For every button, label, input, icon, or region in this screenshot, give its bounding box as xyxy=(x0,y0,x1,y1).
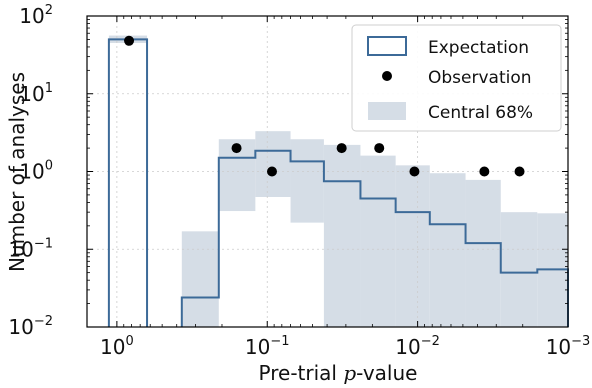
band-bin-9 xyxy=(465,179,501,327)
band-bin-5 xyxy=(323,144,361,327)
band-bin-1 xyxy=(181,231,219,327)
x-tick-label-1: 10−1 xyxy=(245,334,290,359)
tick-layer: 100 10−1 10−2 10−3 10−2 10−1 100 101 102 xyxy=(8,3,590,359)
observation-point-0 xyxy=(124,35,135,46)
y-tick-label-0: 10−2 xyxy=(8,314,53,339)
y-axis-label: Number of analyses xyxy=(5,72,29,272)
observation-point-7 xyxy=(514,166,525,177)
x-tick-label-2: 10−2 xyxy=(395,334,440,359)
x-tick-label-3: 10−3 xyxy=(546,334,591,359)
band-bin-7 xyxy=(395,165,430,327)
band-bin-4 xyxy=(290,139,324,223)
observation-point-3 xyxy=(336,143,347,154)
y-tick-label-4: 102 xyxy=(19,3,53,28)
legend-observation-label: Observation xyxy=(428,68,532,88)
band-layer xyxy=(108,35,568,327)
y-tick-label-3: 101 xyxy=(19,81,53,106)
observation-point-4 xyxy=(374,143,385,154)
legend-central68-swatch xyxy=(368,102,406,120)
y-tick-label-1: 10−1 xyxy=(8,236,53,261)
band-bin-3 xyxy=(255,131,291,197)
legend: Expectation Observation Central 68% xyxy=(351,24,562,132)
observation-point-5 xyxy=(409,166,420,177)
x-axis-label: Pre-trial p-value xyxy=(259,361,418,385)
legend-observation-marker xyxy=(382,71,392,81)
legend-expectation-swatch xyxy=(367,36,407,56)
point-layer xyxy=(124,35,525,177)
legend-central68-label: Central 68% xyxy=(428,103,533,123)
band-bin-6 xyxy=(360,155,396,327)
legend-expectation-label: Expectation xyxy=(428,38,529,58)
band-bin-10 xyxy=(500,212,538,327)
observation-point-1 xyxy=(231,143,242,154)
observation-point-6 xyxy=(479,166,490,177)
axes-layer xyxy=(86,15,569,328)
observation-point-2 xyxy=(266,166,277,177)
x-tick-label-0: 100 xyxy=(100,334,134,359)
y-tick-label-2: 100 xyxy=(19,159,53,184)
band-bin-8 xyxy=(429,173,466,327)
